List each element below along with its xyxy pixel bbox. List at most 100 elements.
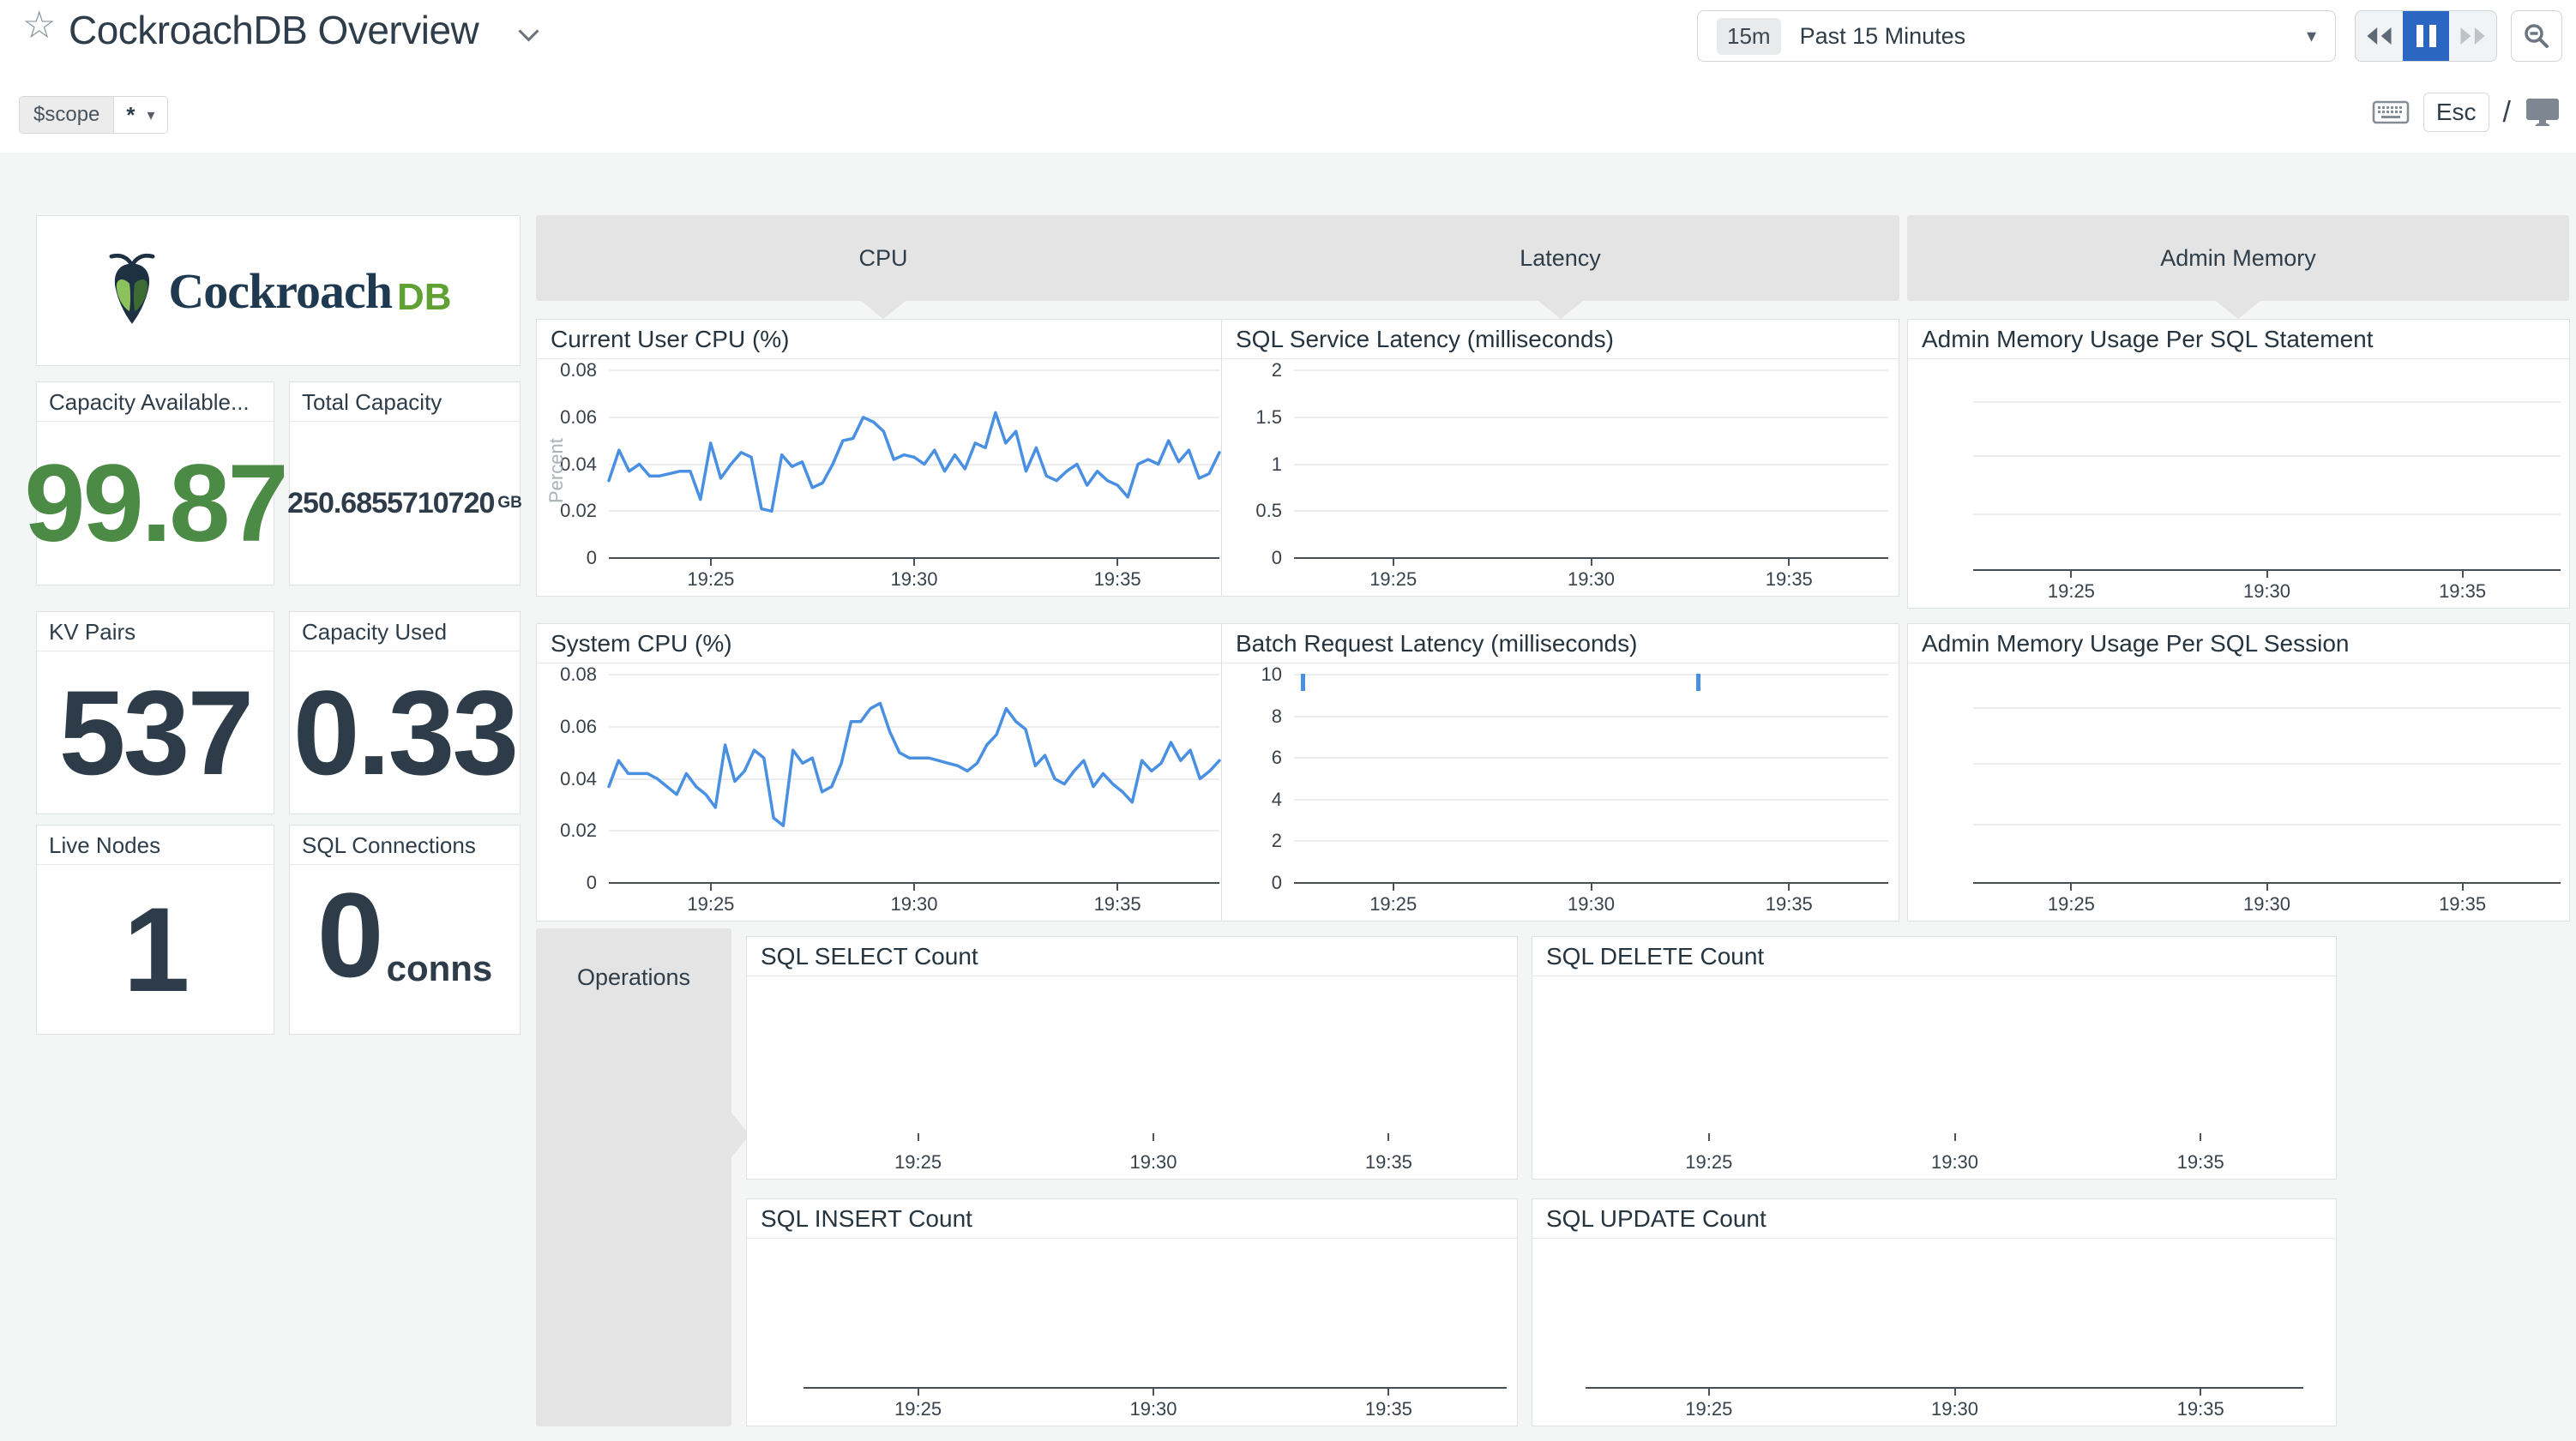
group-notch [2216, 301, 2260, 319]
chart-plot[interactable]: 19:25 19:30 19:35 [747, 1240, 1517, 1426]
slash-separator: / [2502, 95, 2511, 129]
chart-title: Admin Memory Usage Per SQL Session [1908, 624, 2569, 663]
group-label: CPU [858, 244, 908, 271]
group-header-operations[interactable]: Operations [536, 928, 749, 1426]
chart-plot[interactable]: 19:25 19:30 19:35 [1532, 1240, 2336, 1426]
y-tick-label: 0 [586, 872, 597, 893]
group-label: Admin Memory [2160, 244, 2316, 271]
group-notch [861, 301, 906, 319]
x-tick [1387, 1133, 1390, 1141]
x-tick-label: 19:25 [894, 1398, 942, 1420]
time-range-selector[interactable]: 15m Past 15 Minutes ▾ [1697, 10, 2336, 62]
stat-tile-sql-connections[interactable]: SQL Connections 0 conns [289, 825, 521, 1035]
group-label: Latency [1520, 244, 1601, 271]
x-tick [1116, 883, 1119, 891]
zoom-out-icon [2525, 24, 2549, 48]
fast-forward-icon [2460, 27, 2485, 45]
y-tick-label: 0.04 [560, 453, 597, 475]
chart-plot[interactable]: 19:25 19:30 19:35 [1532, 977, 2336, 1179]
chart-title: SQL DELETE Count [1532, 937, 2336, 976]
stat-tile-capacity-available[interactable]: Capacity Available... 99.87 [24, 381, 289, 585]
x-tick [1590, 558, 1592, 566]
x-tick [2461, 570, 2464, 578]
x-tick-label: 19:25 [2047, 580, 2095, 602]
stat-tile-kv-pairs[interactable]: KV Pairs 537 [36, 611, 274, 814]
group-header-cpu[interactable]: CPU [536, 215, 1231, 319]
group-notch [731, 1113, 749, 1157]
chart-plot[interactable]: 19:25 19:30 19:35 [1908, 664, 2569, 921]
chart-plot[interactable]: 10 8 6 4 2 0 19:25 19:30 19:35 [1222, 663, 1899, 921]
chart-plot[interactable]: 19:25 19:30 19:35 [1908, 360, 2569, 608]
group-header-latency[interactable]: Latency [1221, 215, 1899, 319]
chart-title: SQL UPDATE Count [1532, 1199, 2336, 1239]
x-tick-label: 19:30 [1567, 893, 1616, 915]
chart-title: SQL SELECT Count [747, 937, 1517, 976]
y-tick-label: 0.5 [1255, 500, 1282, 522]
x-tick-label: 19:25 [1369, 568, 1417, 590]
chart-plot[interactable]: 0.08 0.06 0.04 0.02 0 19:25 19:30 19:35 [537, 663, 1230, 921]
stat-tile-capacity-used[interactable]: Capacity Used 0.33 [289, 611, 521, 814]
x-tick [1153, 1133, 1154, 1141]
x-tick-label: 19:30 [2242, 893, 2291, 915]
x-tick-label: 19:30 [1129, 1398, 1177, 1420]
y-tick-label: 0.02 [560, 500, 597, 522]
chart-plot[interactable]: 19:25 19:30 19:35 [747, 977, 1517, 1179]
stat-title: Live Nodes [37, 826, 274, 865]
stat-tile-live-nodes[interactable]: Live Nodes 1 [36, 825, 274, 1035]
zoom-out-button[interactable] [2511, 10, 2562, 62]
group-label: Operations [576, 964, 691, 990]
stat-unit: GB [497, 494, 522, 512]
chart-card-sql-service-latency: SQL Service Latency (milliseconds) 2 1.5 1… [1221, 319, 1899, 597]
esc-button[interactable]: Esc [2423, 93, 2489, 132]
x-tick-label: 19:35 [1093, 893, 1141, 915]
fullscreen-monitor-icon[interactable] [2525, 97, 2561, 128]
chart-title: SQL INSERT Count [747, 1199, 1517, 1239]
keyboard-icon[interactable] [2372, 99, 2410, 126]
chart-card-system-cpu: System CPU (%) 0.08 0.06 0.04 0.02 0 19:25 19:… [536, 623, 1231, 922]
x-tick-label: 19:35 [1364, 1151, 1412, 1173]
y-tick-label: 1 [1271, 453, 1282, 475]
pause-button[interactable] [2402, 11, 2450, 61]
scope-variable-dropdown[interactable]: * ▾ [114, 97, 167, 133]
chart-title: Current User CPU (%) [537, 320, 1230, 359]
x-tick [2070, 570, 2073, 578]
chart-card-sql-select-count: SQL SELECT Count 19:25 19:30 19:35 [746, 936, 1518, 1180]
x-tick [913, 883, 915, 891]
x-tick-label: 19:35 [2439, 893, 2487, 915]
chart-plot[interactable]: 2 1.5 1 0.5 0 19:25 19:30 19:35 [1222, 359, 1899, 596]
y-tick-label: 0.08 [560, 359, 597, 381]
fast-forward-button[interactable] [2449, 11, 2496, 61]
stat-unit: conns [386, 948, 493, 988]
x-tick [2266, 570, 2268, 578]
stat-title: KV Pairs [37, 612, 274, 651]
group-header-admin-memory[interactable]: Admin Memory [1907, 215, 2569, 319]
title-chevron-down-icon[interactable] [518, 21, 539, 42]
favorite-star-icon[interactable]: ☆ [22, 4, 57, 46]
y-tick-label: 0 [1271, 547, 1282, 568]
x-tick-label: 19:35 [1765, 893, 1813, 915]
x-tick-label: 19:25 [687, 893, 735, 915]
x-tick [1953, 1388, 1956, 1396]
pause-icon [2416, 25, 2436, 47]
x-tick [1788, 558, 1791, 566]
rewind-button[interactable] [2356, 11, 2403, 61]
stat-tile-total-capacity[interactable]: Total Capacity 250.6855710720 GB [287, 381, 522, 585]
stat-value: 0.33 [292, 664, 519, 800]
x-tick-label: 19:30 [1129, 1151, 1177, 1173]
x-tick [917, 1388, 919, 1396]
chart-card-batch-request-latency: Batch Request Latency (milliseconds) 10 8… [1221, 623, 1899, 922]
chart-title: Admin Memory Usage Per SQL Statement [1908, 320, 2569, 359]
x-tick-label: 19:25 [687, 568, 735, 590]
scope-variable-value: * [126, 101, 135, 128]
x-tick-label: 19:35 [1093, 568, 1141, 590]
x-tick [913, 558, 915, 566]
chart-card-current-user-cpu: Current User CPU (%) 0.08 0.06 0.04 0.02 0 19… [536, 319, 1231, 597]
chart-plot[interactable]: 0.08 0.06 0.04 0.02 0 19:25 19:30 19:35 Percent [537, 359, 1230, 596]
stat-value: 1 [123, 881, 190, 1017]
y-tick-label: 2 [1271, 359, 1282, 381]
x-tick [709, 558, 712, 566]
y-tick-label: 0.06 [560, 405, 597, 428]
y-tick-label: 0 [1271, 872, 1282, 893]
x-tick [1788, 883, 1791, 891]
y-tick-label: 10 [1261, 663, 1282, 685]
